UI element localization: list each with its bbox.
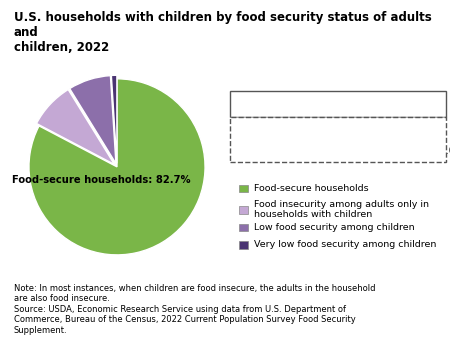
Text: Food-insecure adults only: 8.5%: Food-insecure adults only: 8.5% bbox=[241, 107, 400, 117]
Wedge shape bbox=[29, 79, 205, 255]
Text: U.S. households with children by food security status of adults and
children, 20: U.S. households with children by food se… bbox=[14, 11, 431, 54]
Wedge shape bbox=[70, 76, 116, 164]
Text: Food-secure households: Food-secure households bbox=[254, 184, 369, 193]
Text: Food-secure households: 82.7%: Food-secure households: 82.7% bbox=[12, 175, 190, 185]
Text: Very low food security among children: Very low food security among children bbox=[254, 240, 436, 250]
Wedge shape bbox=[36, 89, 114, 164]
Text: Note: In most instances, when children are food insecure, the adults in the hous: Note: In most instances, when children a… bbox=[14, 284, 375, 335]
Text: Low food security among children: 7.8%: Low food security among children: 7.8% bbox=[241, 125, 441, 135]
Text: Food insecurity among adults only in
households with children: Food insecurity among adults only in hou… bbox=[254, 200, 429, 219]
Text: Very low food security among children: 1.0%: Very low food security among children: 1… bbox=[241, 146, 450, 156]
Text: Food-insecure children and adults: 8.8%: Food-insecure children and adults: 8.8% bbox=[241, 118, 450, 127]
Text: Food-insecure households: 17.3%: Food-insecure households: 17.3% bbox=[241, 93, 439, 103]
Wedge shape bbox=[111, 75, 117, 163]
Text: Low food security among children: Low food security among children bbox=[254, 223, 415, 232]
